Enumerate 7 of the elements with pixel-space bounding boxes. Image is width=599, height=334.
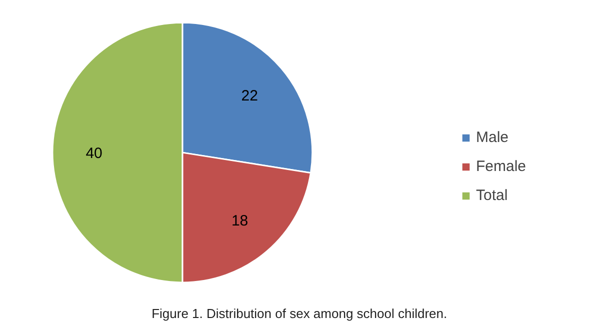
legend-label: Female: [476, 158, 526, 175]
caption: Figure 1. Distribution of sex among school children.: [152, 306, 448, 322]
data-label: 40: [86, 145, 102, 162]
data-label: 18: [231, 212, 248, 230]
data-label: 22: [241, 88, 258, 105]
legend-label: Total: [476, 187, 508, 204]
legend-label: Male: [476, 129, 509, 146]
